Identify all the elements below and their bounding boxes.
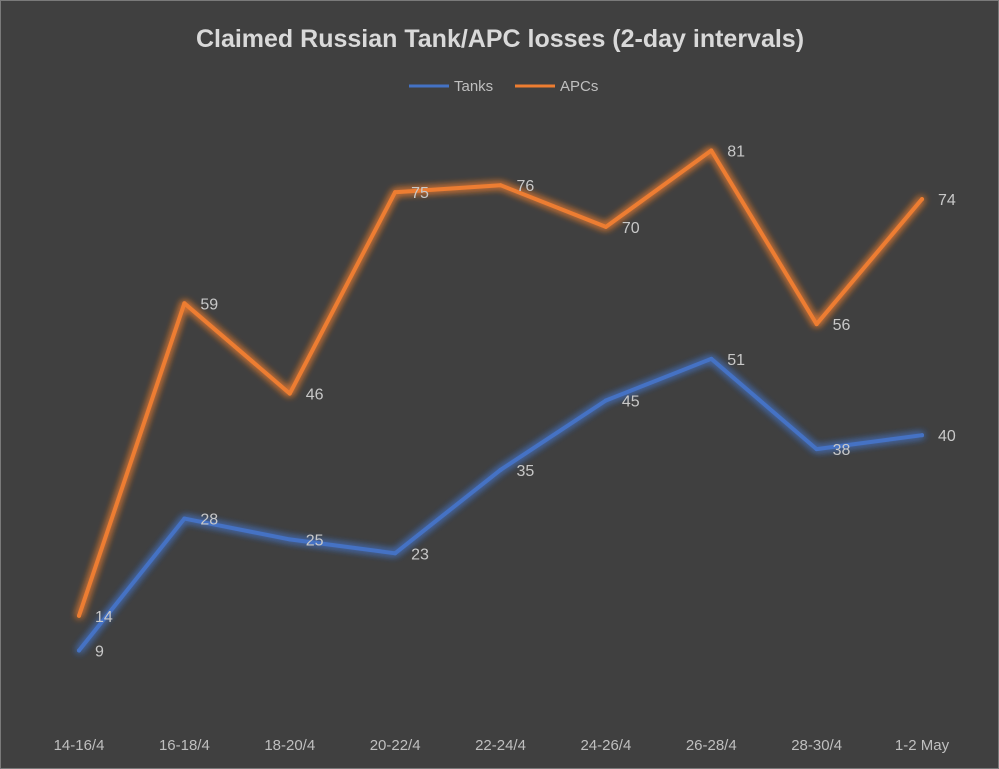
- data-point-tanks: [393, 551, 398, 556]
- data-point-apcs: [603, 224, 608, 229]
- data-label-apcs: 76: [517, 178, 535, 195]
- data-point-tanks: [920, 433, 924, 438]
- series-line-tanks: [77, 356, 924, 653]
- x-tick-label: 14-16/4: [54, 737, 105, 754]
- x-tick-label: 24-26/4: [580, 737, 631, 754]
- x-tick-label: 28-30/4: [791, 737, 842, 754]
- data-point-apcs: [393, 190, 398, 195]
- data-labels: 9 28 25 23 35 45 51 38 40 14 59 46 75 76 70 81 56 74: [95, 144, 956, 661]
- data-point-apcs: [498, 183, 503, 188]
- x-tick-label: 16-18/4: [159, 737, 210, 754]
- series-layer: [77, 148, 924, 653]
- data-point-apcs: [709, 148, 714, 153]
- data-label-tanks: 38: [833, 442, 851, 459]
- data-point-apcs: [814, 322, 819, 327]
- data-point-tanks: [287, 537, 292, 542]
- data-point-apcs: [182, 301, 187, 306]
- data-label-tanks: 35: [517, 463, 535, 480]
- legend: Tanks APCs: [409, 78, 598, 95]
- x-tick-label: 26-28/4: [686, 737, 737, 754]
- legend-label-tanks: Tanks: [454, 78, 493, 95]
- data-point-tanks: [814, 447, 819, 452]
- data-label-tanks: 45: [622, 394, 640, 411]
- legend-label-apcs: APCs: [560, 78, 598, 95]
- series-line-apcs: [77, 148, 924, 618]
- chart-title: Claimed Russian Tank/APC losses (2-day i…: [196, 25, 804, 53]
- data-label-apcs: 59: [200, 296, 218, 313]
- x-tick-label: 22-24/4: [475, 737, 526, 754]
- data-label-tanks: 25: [306, 532, 324, 549]
- data-label-apcs: 81: [727, 144, 745, 161]
- data-point-tanks: [603, 398, 608, 403]
- x-tick-label: 18-20/4: [264, 737, 315, 754]
- x-axis: 14-16/4 16-18/4 18-20/4 20-22/4 22-24/4 24-26…: [54, 737, 950, 754]
- data-point-tanks: [182, 516, 187, 521]
- x-tick-label: 20-22/4: [370, 737, 421, 754]
- data-label-apcs: 14: [95, 609, 113, 626]
- data-label-tanks: 40: [938, 428, 956, 445]
- data-label-tanks: 9: [95, 644, 104, 661]
- data-label-apcs: 70: [622, 220, 640, 237]
- data-label-apcs: 56: [833, 317, 851, 334]
- data-point-tanks: [77, 648, 81, 653]
- data-point-apcs: [287, 391, 292, 396]
- data-label-apcs: 46: [306, 387, 324, 404]
- data-point-tanks: [709, 356, 714, 361]
- data-label-apcs: 75: [411, 185, 429, 202]
- data-label-tanks: 23: [411, 546, 429, 563]
- data-point-apcs: [920, 197, 924, 202]
- data-point-tanks: [498, 467, 503, 472]
- x-tick-label: 1-2 May: [895, 737, 950, 754]
- data-label-tanks: 51: [727, 352, 745, 369]
- data-label-tanks: 28: [200, 512, 218, 529]
- data-point-apcs: [77, 613, 81, 618]
- data-label-apcs: 74: [938, 192, 956, 209]
